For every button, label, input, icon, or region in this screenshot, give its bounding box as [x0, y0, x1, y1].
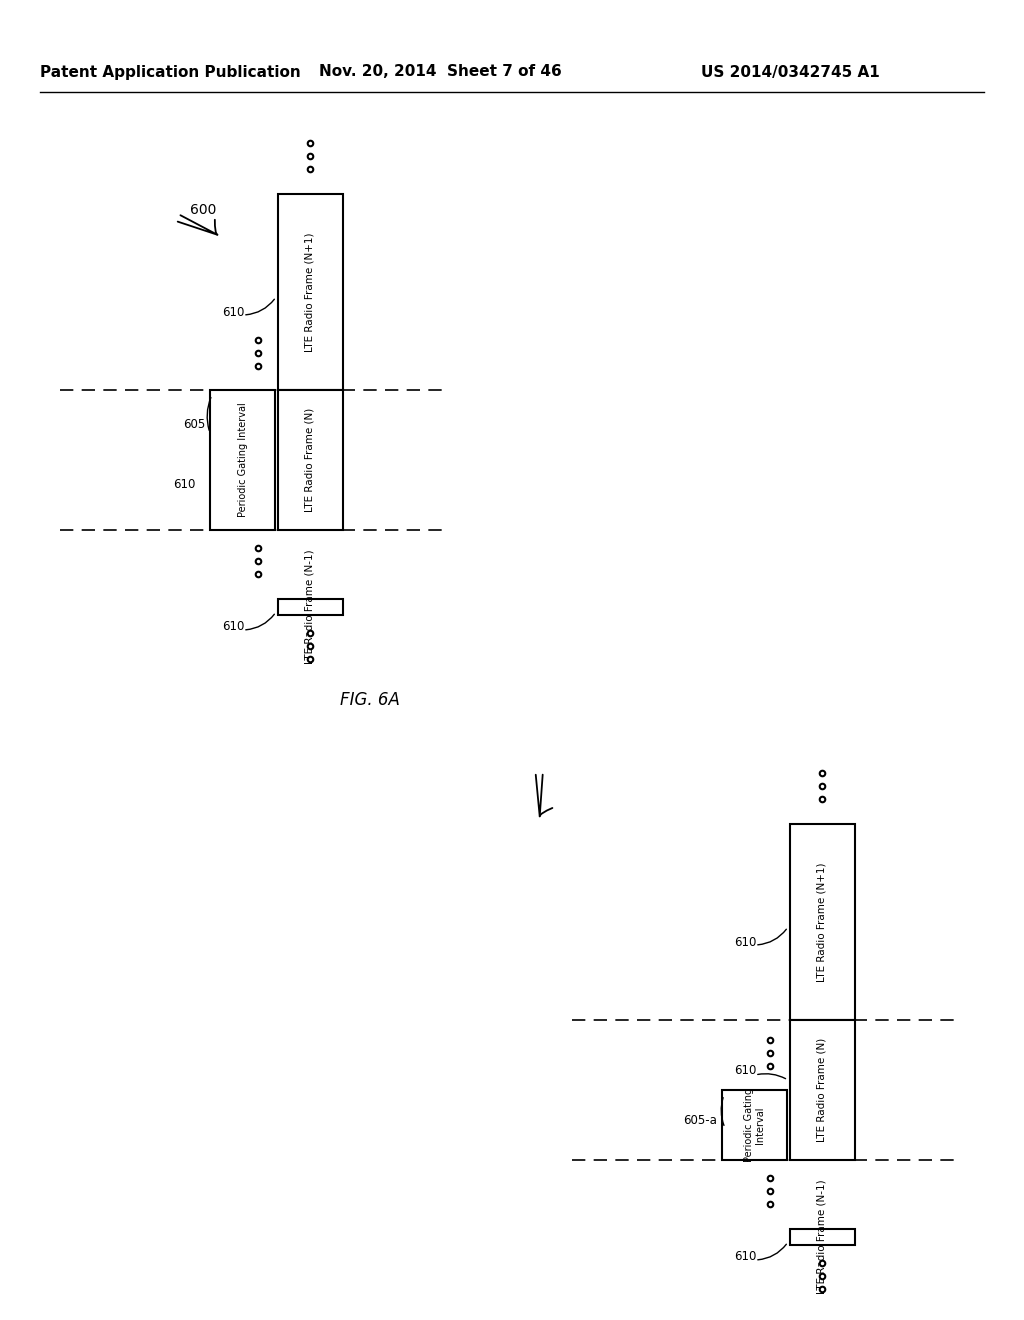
- Text: US 2014/0342745 A1: US 2014/0342745 A1: [700, 65, 880, 79]
- Bar: [722, 1090, 787, 1160]
- Text: 610: 610: [734, 936, 756, 949]
- Text: LTE Radio Frame (N): LTE Radio Frame (N): [305, 408, 315, 512]
- Text: 610: 610: [734, 1064, 756, 1077]
- Text: LTE Radio Frame (N-1): LTE Radio Frame (N-1): [817, 1180, 827, 1295]
- Bar: [278, 599, 343, 615]
- Bar: [790, 1020, 855, 1160]
- Text: 605: 605: [182, 418, 205, 432]
- Text: LTE Radio Frame (N-1): LTE Radio Frame (N-1): [305, 549, 315, 664]
- Text: 610: 610: [222, 620, 244, 634]
- Text: Patent Application Publication: Patent Application Publication: [40, 65, 300, 79]
- Text: 605-a: 605-a: [683, 1114, 717, 1126]
- Bar: [278, 194, 343, 389]
- Text: LTE Radio Frame (N+1): LTE Radio Frame (N+1): [305, 232, 315, 351]
- Bar: [790, 1229, 855, 1245]
- Bar: [790, 824, 855, 1020]
- Text: Nov. 20, 2014  Sheet 7 of 46: Nov. 20, 2014 Sheet 7 of 46: [318, 65, 561, 79]
- Bar: [210, 389, 275, 531]
- Text: FIG. 6A: FIG. 6A: [340, 690, 400, 709]
- Text: LTE Radio Frame (N): LTE Radio Frame (N): [817, 1038, 827, 1142]
- Text: Periodic Gating Interval: Periodic Gating Interval: [238, 403, 248, 517]
- Text: LTE Radio Frame (N+1): LTE Radio Frame (N+1): [817, 862, 827, 982]
- Text: 600: 600: [190, 203, 216, 216]
- Text: Periodic Gating
Interval: Periodic Gating Interval: [743, 1088, 765, 1162]
- Text: 610: 610: [173, 479, 195, 491]
- Text: 610: 610: [734, 1250, 756, 1263]
- Bar: [278, 389, 343, 531]
- Text: 610: 610: [222, 305, 244, 318]
